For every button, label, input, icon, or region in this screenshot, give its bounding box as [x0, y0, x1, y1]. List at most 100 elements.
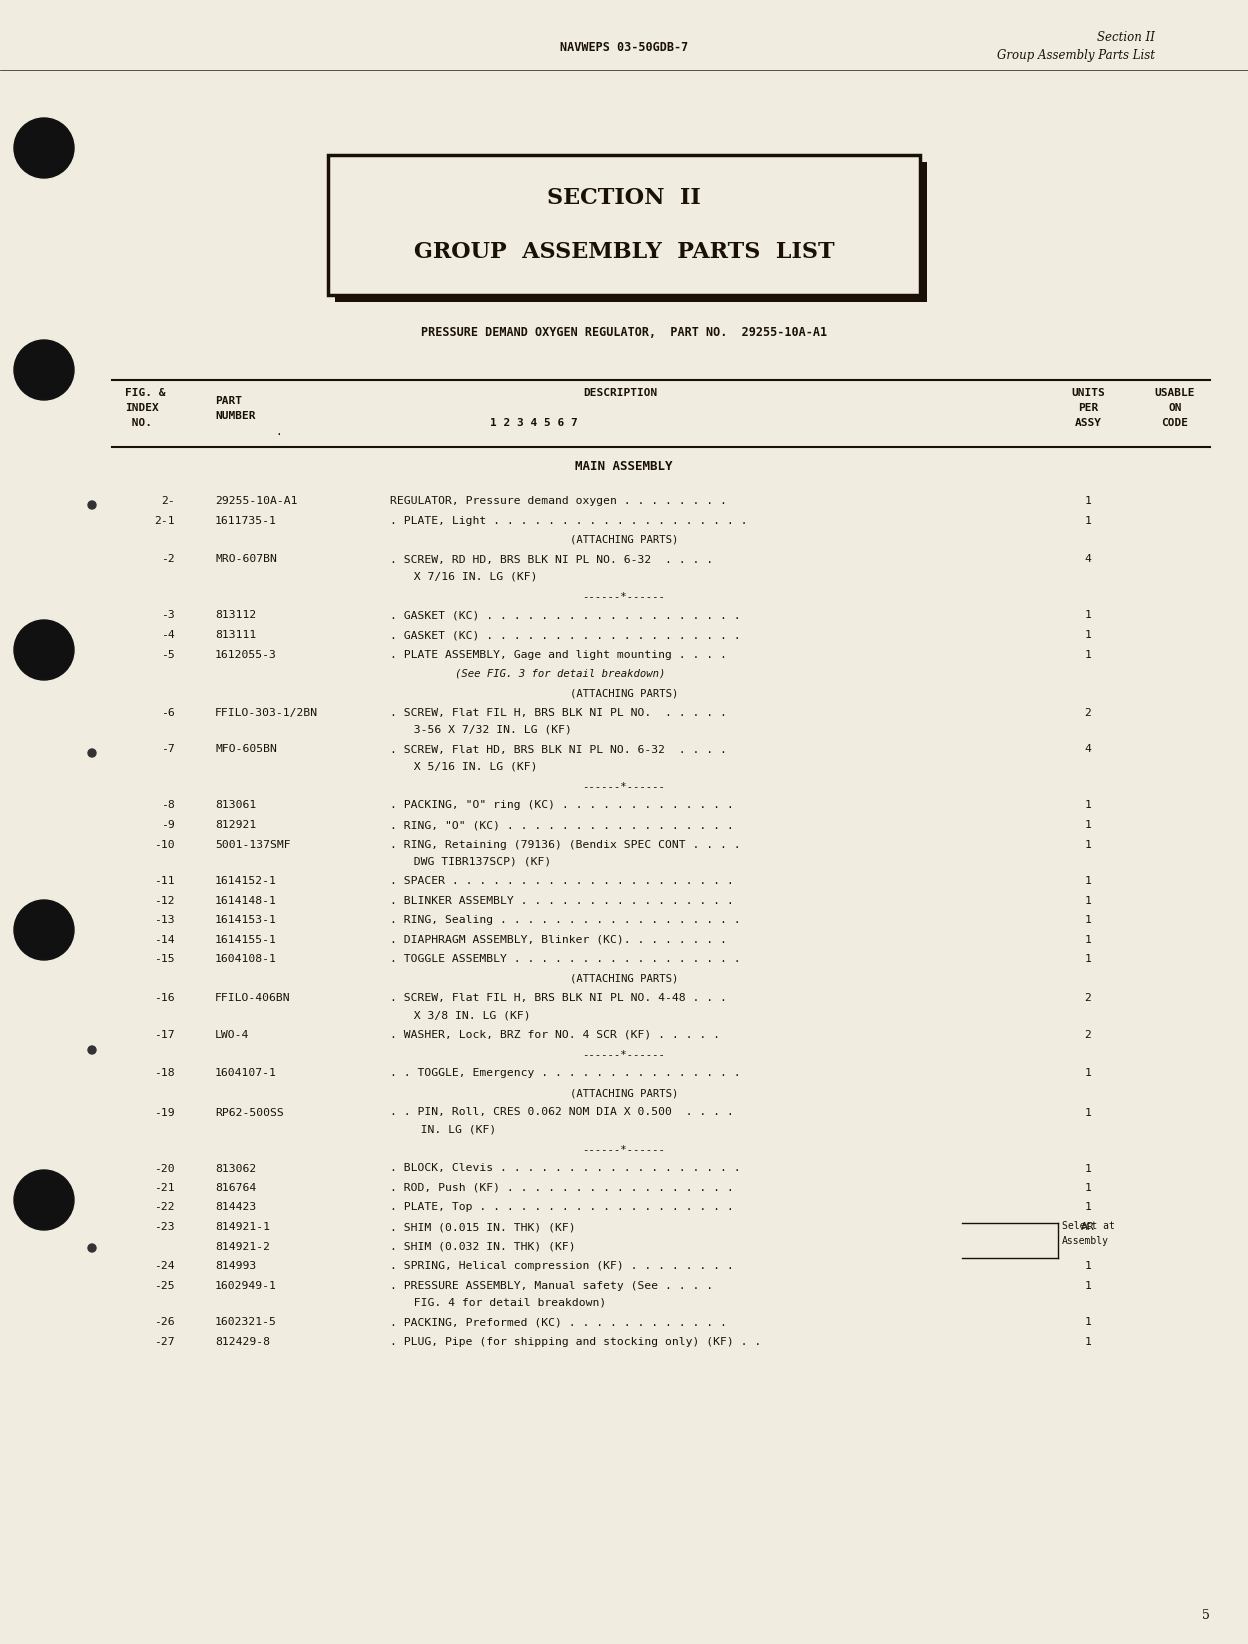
Text: . SCREW, Flat FIL H, BRS BLK NI PL NO. 4-48 . . .: . SCREW, Flat FIL H, BRS BLK NI PL NO. 4…: [389, 993, 726, 1003]
Text: -22: -22: [155, 1202, 175, 1213]
Text: AR: AR: [1081, 1221, 1094, 1231]
Text: -7: -7: [161, 745, 175, 755]
Text: FIG. &: FIG. &: [125, 388, 166, 398]
Circle shape: [14, 1171, 74, 1230]
Text: -27: -27: [155, 1337, 175, 1346]
Text: (ATTACHING PARTS): (ATTACHING PARTS): [570, 1088, 678, 1098]
Text: -14: -14: [155, 934, 175, 945]
Text: 29255-10A-A1: 29255-10A-A1: [215, 496, 297, 506]
Text: 1: 1: [1085, 516, 1092, 526]
Text: .: .: [275, 427, 282, 437]
Text: 3-56 X 7/32 IN. LG (KF): 3-56 X 7/32 IN. LG (KF): [401, 725, 572, 735]
Text: SECTION  II: SECTION II: [547, 187, 701, 209]
Text: -9: -9: [161, 820, 175, 830]
Text: 1: 1: [1085, 934, 1092, 945]
Circle shape: [14, 620, 74, 681]
Text: 4: 4: [1085, 554, 1092, 564]
Text: . SHIM (0.015 IN. THK) (KF): . SHIM (0.015 IN. THK) (KF): [389, 1221, 575, 1231]
Text: -12: -12: [155, 896, 175, 906]
Text: Select at: Select at: [1062, 1221, 1114, 1231]
Text: -23: -23: [155, 1221, 175, 1231]
Text: REGULATOR, Pressure demand oxygen . . . . . . . .: REGULATOR, Pressure demand oxygen . . . …: [389, 496, 726, 506]
Text: . SCREW, Flat HD, BRS BLK NI PL NO. 6-32  . . . .: . SCREW, Flat HD, BRS BLK NI PL NO. 6-32…: [389, 745, 726, 755]
Text: -17: -17: [155, 1029, 175, 1039]
Text: . PLUG, Pipe (for shipping and stocking only) (KF) . .: . PLUG, Pipe (for shipping and stocking …: [389, 1337, 761, 1346]
Text: Group Assembly Parts List: Group Assembly Parts List: [997, 49, 1154, 62]
Text: (ATTACHING PARTS): (ATTACHING PARTS): [570, 689, 678, 699]
Text: CODE: CODE: [1162, 418, 1188, 427]
Circle shape: [14, 899, 74, 960]
Text: DWG TIBR137SCP) (KF): DWG TIBR137SCP) (KF): [401, 857, 552, 866]
Text: 1: 1: [1085, 1164, 1092, 1174]
Text: 1602949-1: 1602949-1: [215, 1281, 277, 1291]
Text: ------*------: ------*------: [583, 1144, 665, 1154]
Text: . ROD, Push (KF) . . . . . . . . . . . . . . . . .: . ROD, Push (KF) . . . . . . . . . . . .…: [389, 1184, 734, 1194]
Text: RP62-500SS: RP62-500SS: [215, 1108, 283, 1118]
Text: 814921-2: 814921-2: [215, 1241, 270, 1251]
Text: -24: -24: [155, 1261, 175, 1271]
Text: -21: -21: [155, 1184, 175, 1194]
Text: 1602321-5: 1602321-5: [215, 1317, 277, 1327]
Text: 1612055-3: 1612055-3: [215, 649, 277, 659]
Text: 1: 1: [1085, 630, 1092, 640]
Text: (ATTACHING PARTS): (ATTACHING PARTS): [570, 973, 678, 983]
Text: -2: -2: [161, 554, 175, 564]
Text: -16: -16: [155, 993, 175, 1003]
Circle shape: [14, 118, 74, 178]
Text: PER: PER: [1078, 403, 1098, 413]
Text: PRESSURE DEMAND OXYGEN REGULATOR,  PART NO.  29255-10A-A1: PRESSURE DEMAND OXYGEN REGULATOR, PART N…: [421, 326, 827, 339]
Text: . RING, Sealing . . . . . . . . . . . . . . . . . .: . RING, Sealing . . . . . . . . . . . . …: [389, 916, 740, 926]
Text: ------*------: ------*------: [583, 781, 665, 791]
Text: MAIN ASSEMBLY: MAIN ASSEMBLY: [575, 460, 673, 473]
Text: 1: 1: [1085, 1281, 1092, 1291]
Text: 1: 1: [1085, 1108, 1092, 1118]
Text: -18: -18: [155, 1069, 175, 1078]
Text: 1614148-1: 1614148-1: [215, 896, 277, 906]
Circle shape: [89, 1245, 96, 1253]
Text: -10: -10: [155, 840, 175, 850]
Text: LWO-4: LWO-4: [215, 1029, 250, 1039]
Text: -26: -26: [155, 1317, 175, 1327]
Text: 1: 1: [1085, 896, 1092, 906]
Text: NAVWEPS 03-50GDB-7: NAVWEPS 03-50GDB-7: [560, 41, 688, 54]
Text: 1: 1: [1085, 610, 1092, 620]
Text: -4: -4: [161, 630, 175, 640]
Text: 1: 1: [1085, 801, 1092, 810]
Text: 1614153-1: 1614153-1: [215, 916, 277, 926]
Text: 1: 1: [1085, 916, 1092, 926]
Text: . DIAPHRAGM ASSEMBLY, Blinker (KC). . . . . . . .: . DIAPHRAGM ASSEMBLY, Blinker (KC). . . …: [389, 934, 726, 945]
Text: 1: 1: [1085, 954, 1092, 963]
Text: . PRESSURE ASSEMBLY, Manual safety (See . . . .: . PRESSURE ASSEMBLY, Manual safety (See …: [389, 1281, 713, 1291]
Text: 1: 1: [1085, 1261, 1092, 1271]
Text: -20: -20: [155, 1164, 175, 1174]
Text: 1: 1: [1085, 496, 1092, 506]
Text: -11: -11: [155, 876, 175, 886]
Text: 2: 2: [1085, 709, 1092, 718]
Text: -8: -8: [161, 801, 175, 810]
Text: . GASKET (KC) . . . . . . . . . . . . . . . . . . .: . GASKET (KC) . . . . . . . . . . . . . …: [389, 610, 740, 620]
Text: X 5/16 IN. LG (KF): X 5/16 IN. LG (KF): [401, 761, 538, 771]
Text: 814423: 814423: [215, 1202, 256, 1213]
Circle shape: [14, 340, 74, 399]
Text: UNITS: UNITS: [1071, 388, 1104, 398]
Text: ------*------: ------*------: [583, 1049, 665, 1059]
Text: PART: PART: [215, 396, 242, 406]
Text: -25: -25: [155, 1281, 175, 1291]
Text: 1614152-1: 1614152-1: [215, 876, 277, 886]
Text: 813111: 813111: [215, 630, 256, 640]
Text: IN. LG (KF): IN. LG (KF): [401, 1124, 497, 1134]
Text: 1: 1: [1085, 1069, 1092, 1078]
Text: 1: 1: [1085, 1184, 1092, 1194]
Text: 812921: 812921: [215, 820, 256, 830]
Text: Assembly: Assembly: [1062, 1236, 1109, 1246]
Text: 1 2 3 4 5 6 7: 1 2 3 4 5 6 7: [490, 418, 578, 427]
Text: 1614155-1: 1614155-1: [215, 934, 277, 945]
Text: ASSY: ASSY: [1075, 418, 1102, 427]
Text: 813112: 813112: [215, 610, 256, 620]
Text: NUMBER: NUMBER: [215, 411, 256, 421]
Text: X 3/8 IN. LG (KF): X 3/8 IN. LG (KF): [401, 1009, 530, 1019]
Text: . . TOGGLE, Emergency . . . . . . . . . . . . . . .: . . TOGGLE, Emergency . . . . . . . . . …: [389, 1069, 740, 1078]
Text: . BLINKER ASSEMBLY . . . . . . . . . . . . . . . .: . BLINKER ASSEMBLY . . . . . . . . . . .…: [389, 896, 734, 906]
Circle shape: [89, 1046, 96, 1054]
Text: -5: -5: [161, 649, 175, 659]
